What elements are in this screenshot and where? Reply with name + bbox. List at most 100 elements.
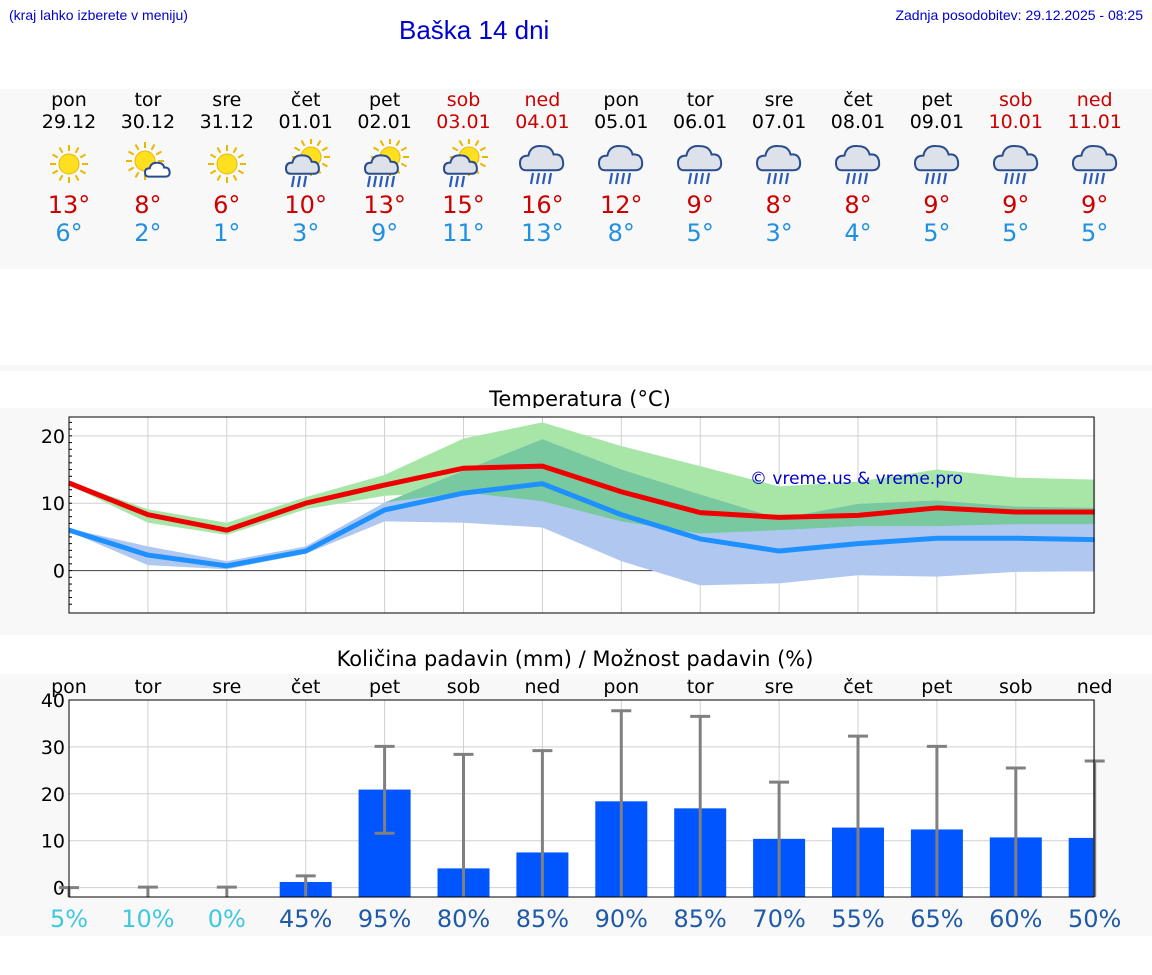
max-temperature: 15° bbox=[442, 191, 485, 219]
precipitation-day-label: pet bbox=[921, 676, 952, 698]
precipitation-chart-title: Količina padavin (mm) / Možnost padavin … bbox=[336, 647, 814, 671]
temperature-plot-frame bbox=[68, 416, 1095, 614]
day-date: 05.01 bbox=[594, 111, 649, 133]
day-column: čet 01.01 10° 3° bbox=[266, 89, 346, 247]
min-temperature: 13° bbox=[521, 219, 564, 247]
precipitation-probability: 65% bbox=[910, 905, 963, 933]
min-temperature-line bbox=[68, 481, 1095, 569]
day-date: 03.01 bbox=[436, 111, 491, 133]
day-date: 07.01 bbox=[751, 111, 807, 133]
precipitation-day-label: pon bbox=[603, 676, 639, 698]
max-temperature: 13° bbox=[47, 191, 91, 219]
day-name: tor bbox=[686, 89, 714, 111]
max-temperature: 16° bbox=[521, 191, 564, 219]
precipitation-probability: 0% bbox=[208, 905, 246, 933]
day-name: ned bbox=[524, 89, 561, 111]
day-name: pon bbox=[603, 89, 640, 111]
max-temperature: 8° bbox=[134, 191, 162, 219]
day-column: tor 30.12 8° 2° bbox=[108, 89, 188, 247]
day-name: pet bbox=[921, 89, 953, 111]
day-column: sob 10.01 9° 5° bbox=[976, 89, 1056, 247]
day-name: pon bbox=[51, 89, 87, 111]
day-column: tor 06.01 9° 5° bbox=[660, 89, 740, 247]
day-date: 01.01 bbox=[278, 111, 333, 133]
day-column: pet 02.01 13° 9° bbox=[345, 89, 425, 247]
precipitation-day-label: pon bbox=[51, 676, 87, 698]
precipitation-y-tick-label: 0 bbox=[53, 878, 65, 900]
watermark-text: © vreme.us & vreme.pro bbox=[750, 469, 963, 489]
day-column: sre 07.01 8° 3° bbox=[739, 89, 819, 247]
precipitation-y-tick-label: 10 bbox=[41, 831, 65, 853]
day-column: sre 31.12 6° 1° bbox=[187, 89, 267, 247]
min-temperature: 2° bbox=[134, 219, 162, 247]
cloud-rain-icon bbox=[835, 145, 881, 185]
sun-cloud-rain-icon bbox=[284, 139, 330, 188]
max-temperature: 13° bbox=[363, 191, 406, 219]
day-date: 29.12 bbox=[41, 111, 97, 133]
cloud-rain-icon bbox=[598, 145, 644, 185]
day-name: tor bbox=[134, 89, 162, 111]
temperature-y-tick-label: 20 bbox=[41, 426, 65, 448]
day-column: pon 29.12 13° 6° bbox=[29, 89, 109, 247]
day-date: 11.01 bbox=[1067, 111, 1122, 133]
max-temperature: 8° bbox=[844, 191, 872, 219]
temperature-chart-title: Temperatura (°C) bbox=[489, 387, 671, 411]
precipitation-probability: 10% bbox=[121, 905, 174, 933]
sun-cloud-icon bbox=[125, 142, 171, 180]
max-temperature-line bbox=[68, 463, 1095, 533]
precipitation-probability: 70% bbox=[752, 905, 805, 933]
precipitation-probability: 50% bbox=[1068, 905, 1121, 933]
cloud-rain-icon bbox=[1071, 145, 1117, 185]
cloud-rain-icon bbox=[913, 145, 960, 185]
min-temperature: 1° bbox=[213, 219, 241, 247]
day-column: sob 03.01 15° 11° bbox=[424, 89, 504, 247]
min-temperature: 3° bbox=[765, 219, 793, 247]
min-temperature: 6° bbox=[55, 219, 83, 247]
precipitation-day-label: ned bbox=[1077, 676, 1113, 698]
precipitation-chart: pon tor sre čet pet sob ned pon tor sre čet pet sob n… bbox=[0, 674, 1152, 936]
precipitation-probability: 5% bbox=[50, 905, 88, 933]
menu-hint[interactable]: (kraj lahko izberete v meniju) bbox=[9, 7, 188, 23]
precipitation-probability: 80% bbox=[437, 905, 490, 933]
temperature-y-tick-label: 10 bbox=[41, 493, 65, 515]
precipitation-probability: 60% bbox=[989, 905, 1042, 933]
sun-icon bbox=[50, 145, 88, 183]
daily-forecast-panel bbox=[0, 89, 1152, 269]
precipitation-day-label: čet bbox=[843, 676, 873, 698]
cloud-rain-icon bbox=[677, 145, 723, 185]
day-name: pet bbox=[368, 89, 401, 111]
precipitation-day-label: tor bbox=[687, 676, 714, 698]
precipitation-y-tick-label: 40 bbox=[41, 690, 65, 712]
precipitation-day-label: čet bbox=[291, 676, 321, 698]
max-temperature: 9° bbox=[686, 191, 714, 219]
precipitation-day-label: pet bbox=[369, 676, 400, 698]
min-temperature: 5° bbox=[686, 219, 714, 247]
min-temperature: 5° bbox=[1081, 219, 1109, 247]
min-temperature: 11° bbox=[442, 219, 485, 247]
precipitation-probability: 55% bbox=[831, 905, 884, 933]
day-date: 10.01 bbox=[988, 111, 1043, 133]
precipitation-day-label: sre bbox=[212, 676, 241, 698]
precipitation-day-label: tor bbox=[134, 676, 161, 698]
day-date: 30.12 bbox=[120, 111, 176, 133]
precipitation-probability: 95% bbox=[358, 905, 411, 933]
day-column: ned 11.01 9° 5° bbox=[1055, 89, 1135, 247]
precipitation-probability: 85% bbox=[516, 905, 569, 933]
precipitation-day-label: sob bbox=[447, 676, 481, 698]
sun-cloud-rain-icon bbox=[442, 139, 488, 188]
max-temperature: 12° bbox=[600, 191, 643, 219]
day-name: sre bbox=[764, 89, 794, 111]
day-date: 04.01 bbox=[515, 111, 570, 133]
min-temperature-band bbox=[69, 439, 1095, 586]
precipitation-y-tick-label: 20 bbox=[41, 784, 65, 806]
section-divider bbox=[0, 365, 1152, 371]
day-date: 02.01 bbox=[357, 111, 412, 133]
cloud-rain-icon bbox=[519, 145, 565, 185]
min-temperature: 9° bbox=[370, 219, 399, 247]
max-temperature: 9° bbox=[1002, 191, 1030, 219]
day-date: 08.01 bbox=[830, 111, 886, 133]
day-name: sob bbox=[999, 89, 1033, 111]
day-name: čet bbox=[290, 89, 321, 111]
precipitation-y-tick-label: 30 bbox=[41, 737, 65, 759]
sun-cloud-heavy-rain-icon bbox=[363, 139, 409, 188]
